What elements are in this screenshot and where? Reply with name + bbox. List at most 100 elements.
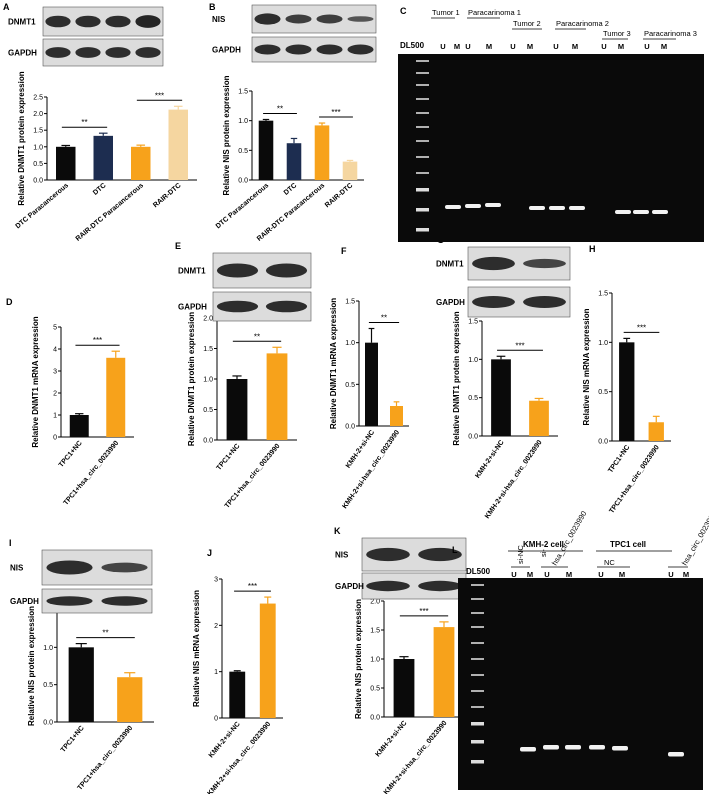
lane-letter: U (510, 42, 515, 51)
gel-group-label: si-NC (516, 545, 525, 564)
blot-label: DNMT1 (436, 260, 464, 269)
y-axis-label: Relative NIS mRNA expression (192, 590, 201, 707)
panel-letter: F (341, 246, 347, 256)
y-axis-label: Relative NIS protein expression (222, 75, 231, 195)
y-tick-label: 1.5 (33, 128, 43, 135)
chart-b: 0.0 0.5 1.0 1.5 Relative NIS protein express… (215, 75, 364, 243)
marker-label: DL500 (400, 41, 425, 50)
blot-band (105, 47, 131, 58)
y-tick-label: 2 (53, 391, 57, 398)
category-label: RAIR-DTC Paracancerous (75, 182, 145, 243)
category-label: TPC1+NC (58, 440, 84, 469)
lane-letter: U (598, 570, 603, 579)
ladder-band (471, 658, 484, 660)
gel-group-label: Paracarinoma 2 (556, 19, 609, 28)
y-tick-label: 1.0 (345, 340, 355, 347)
bar (168, 109, 188, 180)
bar (229, 671, 246, 718)
ladder-band (471, 612, 484, 614)
ladder-band (416, 126, 429, 128)
category-label: RAIR-DTC (152, 182, 182, 209)
lane-letter: M (486, 42, 492, 51)
blot-band (366, 580, 410, 592)
cell-label: KMH-2 cell (523, 540, 564, 549)
y-tick-label: 1 (214, 669, 218, 676)
category-label: KMH-2+si-NC (375, 720, 409, 759)
lane-letter: M (527, 42, 533, 51)
blot-label: NIS (335, 551, 349, 560)
gel-band (612, 746, 628, 751)
bar (106, 357, 126, 437)
panel-letter: B (209, 2, 216, 12)
y-tick-label: 3 (214, 577, 218, 584)
y-tick-label: 1.0 (43, 645, 53, 652)
y-tick-label: 1.0 (203, 377, 213, 384)
y-tick-label: 0.0 (43, 720, 53, 727)
y-tick-label: 2.0 (33, 111, 43, 118)
y-tick-label: 1.0 (598, 340, 608, 347)
significance-label: ** (277, 104, 283, 113)
blot-i: I NIS GAPDH (9, 538, 153, 614)
significance-label: ** (102, 629, 108, 638)
bar (491, 359, 511, 436)
panel-letter: A (3, 2, 10, 12)
chart-j: 0 1 2 3 Relative NIS mRNA expression KMH-2+si… (192, 577, 283, 794)
bar (393, 659, 415, 717)
chart-a: 0.0 0.5 1.0 1.5 2.0 2.5 Relative DNMT1 protein… (15, 71, 197, 243)
gel-band (565, 745, 581, 750)
blot-band (254, 13, 281, 25)
ladder-band (471, 642, 484, 644)
y-tick-label: 0.0 (33, 178, 43, 185)
panel-letter: C (400, 6, 407, 16)
gel-group-label: Tumor 2 (513, 19, 541, 28)
ladder-band (471, 740, 484, 744)
y-tick-label: 0.0 (370, 715, 380, 722)
significance-label: *** (93, 336, 102, 345)
blot-band (105, 15, 131, 28)
lane-letter: M (572, 42, 578, 51)
category-label: KMH-2+si-hsa_circ_0023990 (207, 721, 273, 794)
blot-label: GAPDH (212, 46, 241, 55)
y-tick-label: 2.5 (33, 95, 43, 102)
significance-label: *** (637, 323, 646, 332)
blot-band (46, 560, 93, 575)
lane-letter: U (544, 570, 549, 579)
ladder-band (416, 98, 429, 100)
blot-label: GAPDH (8, 49, 37, 58)
bar (286, 143, 302, 180)
significance-label: *** (331, 108, 340, 117)
marker-label: DL500 (466, 567, 491, 576)
gel-group-label: Paracarinoma 3 (644, 29, 697, 38)
significance-label: *** (515, 341, 524, 350)
y-tick-label: 1.5 (345, 299, 355, 306)
blot-k: K NIS GAPDH (334, 526, 467, 600)
category-label: DTC (283, 182, 299, 197)
ladder-band (471, 690, 484, 692)
blot-band (216, 300, 259, 313)
lane-letter: U (644, 42, 649, 51)
y-axis-label: Relative NIS mRNA expression (582, 308, 591, 425)
blot-band (347, 16, 374, 22)
gel-band (589, 745, 605, 750)
y-tick-label: 0.0 (598, 439, 608, 446)
blot-band (418, 547, 462, 562)
lane-letter: U (465, 42, 470, 51)
bar (258, 120, 274, 180)
ladder-band (471, 584, 484, 586)
blot-band (285, 14, 312, 24)
gel-band (543, 745, 559, 750)
bar (131, 146, 151, 180)
gel-band (569, 206, 585, 210)
ladder-band (416, 228, 429, 232)
chart-f: 0.0 0.5 1.0 1.5 Relative DNMT1 mRNA expressi… (329, 298, 409, 510)
category-label: TPC1+NC (60, 725, 86, 754)
ladder-band (471, 626, 484, 628)
panel-letter: J (207, 548, 212, 558)
gel-group-label: si- (539, 549, 548, 557)
category-label: KMH-2+si-NC (474, 439, 505, 480)
significance-label: ** (254, 332, 260, 341)
blot-label: NIS (10, 564, 24, 573)
chart-e: 0.0 0.5 1.0 1.5 2.0 Relative DNMT1 protein ex… (187, 312, 297, 510)
ladder-band (416, 156, 429, 158)
